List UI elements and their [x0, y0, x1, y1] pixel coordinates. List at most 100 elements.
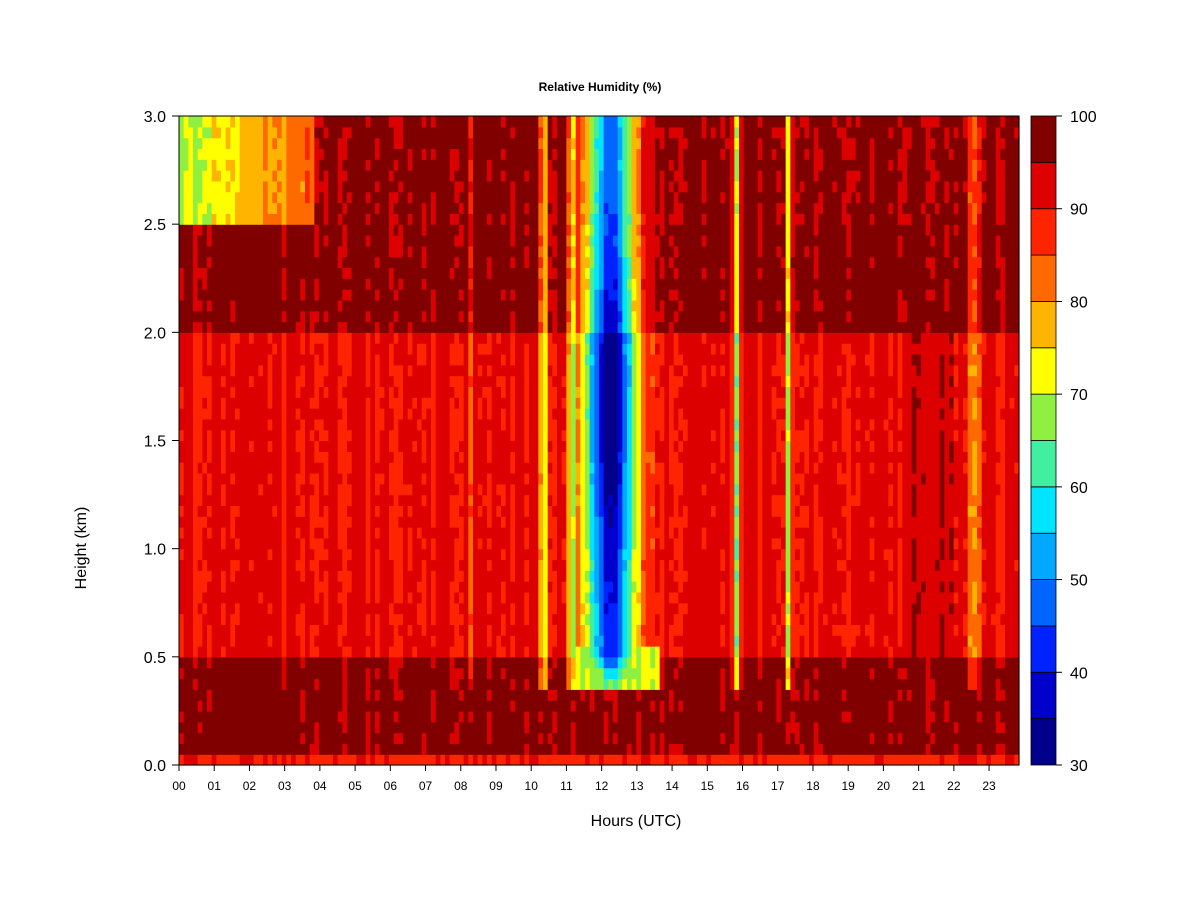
heatmap-cell [491, 570, 497, 582]
heatmap-cell [930, 624, 936, 636]
heatmap-cell [487, 646, 493, 658]
heatmap-cell [963, 591, 969, 604]
heatmap-cell [748, 505, 754, 517]
heatmap-cell [785, 646, 791, 658]
heatmap-cell [510, 754, 516, 766]
heatmap-cell [580, 559, 586, 571]
heatmap-cell [1000, 505, 1006, 517]
heatmap-cell [599, 656, 605, 669]
heatmap-cell [356, 646, 362, 658]
heatmap-cell [813, 570, 819, 582]
heatmap-cell [771, 678, 777, 690]
heatmap-cell [921, 494, 927, 506]
heatmap-cell [571, 721, 577, 734]
heatmap-cell [748, 754, 754, 766]
heatmap-cell [557, 581, 563, 593]
heatmap-cell [487, 483, 493, 496]
heatmap-cell [183, 710, 189, 723]
heatmap-cell [379, 494, 385, 506]
heatmap-cell [379, 613, 385, 625]
heatmap-cell [1005, 754, 1011, 766]
heatmap-cell [445, 678, 451, 690]
heatmap-cell [221, 732, 227, 744]
heatmap-cell [477, 624, 483, 636]
heatmap-cell [281, 732, 287, 744]
heatmap-cell [249, 635, 255, 647]
heatmap-cell [389, 581, 395, 593]
heatmap-cell [1000, 494, 1006, 506]
heatmap-cell [575, 570, 581, 582]
heatmap-cell [440, 483, 446, 496]
heatmap-cell [673, 646, 679, 658]
heatmap-cell [995, 570, 1001, 582]
heatmap-cell [729, 602, 735, 615]
heatmap-cell [277, 472, 283, 485]
heatmap-cell [561, 537, 567, 550]
heatmap-cell [389, 505, 395, 517]
heatmap-cell [641, 743, 647, 755]
heatmap-cell [197, 721, 203, 734]
heatmap-cell [524, 527, 530, 539]
heatmap-cell [389, 646, 395, 658]
heatmap-cell [977, 527, 983, 539]
heatmap-cell [907, 527, 913, 539]
heatmap-cell [477, 602, 483, 615]
heatmap-cell [743, 624, 749, 636]
heatmap-cell [300, 591, 306, 604]
heatmap-cell [547, 700, 553, 712]
heatmap-cell [197, 624, 203, 636]
heatmap-cell [753, 505, 759, 517]
heatmap-cell [501, 527, 507, 539]
heatmap-cell [183, 689, 189, 701]
heatmap-cell [566, 591, 572, 604]
heatmap-cell [216, 581, 222, 593]
heatmap-cell [580, 689, 586, 701]
heatmap-cell [930, 732, 936, 744]
heatmap-cell [823, 710, 829, 723]
heatmap-cell [328, 591, 334, 604]
heatmap-cell [865, 527, 871, 539]
heatmap-cell [841, 743, 847, 755]
heatmap-cell [585, 505, 591, 517]
heatmap-cell [799, 656, 805, 669]
heatmap-cell [314, 732, 320, 744]
heatmap-cell [272, 483, 278, 496]
heatmap-cell [720, 656, 726, 669]
heatmap-cell [851, 646, 857, 658]
heatmap-cell [426, 527, 432, 539]
heatmap-cell [706, 656, 712, 669]
heatmap-cell [501, 602, 507, 615]
heatmap-cell [267, 527, 273, 539]
heatmap-cell [757, 754, 763, 766]
heatmap-cell [907, 700, 913, 712]
heatmap-cell [631, 678, 637, 690]
heatmap-cell [417, 743, 423, 755]
heatmap-cell [641, 656, 647, 669]
heatmap-cell [631, 516, 637, 528]
heatmap-cell [995, 667, 1001, 680]
heatmap-cell [426, 710, 432, 723]
heatmap-cell [333, 527, 339, 539]
heatmap-cell [608, 656, 614, 669]
heatmap-cell [454, 678, 460, 690]
heatmap-cell [823, 700, 829, 712]
heatmap-cell [473, 721, 479, 734]
heatmap-cell [533, 635, 539, 647]
heatmap-cell [888, 743, 894, 755]
heatmap-cell [627, 527, 633, 539]
heatmap-cell [921, 548, 927, 561]
heatmap-cell [463, 635, 469, 647]
heatmap-cell [888, 548, 894, 561]
heatmap-cell [510, 678, 516, 690]
heatmap-cell [729, 537, 735, 550]
heatmap-cell [524, 581, 530, 593]
heatmap-cell [939, 559, 945, 571]
heatmap-cell [319, 689, 325, 701]
heatmap-cell [543, 505, 549, 517]
heatmap-cell [309, 483, 315, 496]
heatmap-cell [267, 710, 273, 723]
heatmap-cell [757, 678, 763, 690]
heatmap-cell [575, 721, 581, 734]
heatmap-cell [823, 689, 829, 701]
heatmap-cell [515, 689, 521, 701]
